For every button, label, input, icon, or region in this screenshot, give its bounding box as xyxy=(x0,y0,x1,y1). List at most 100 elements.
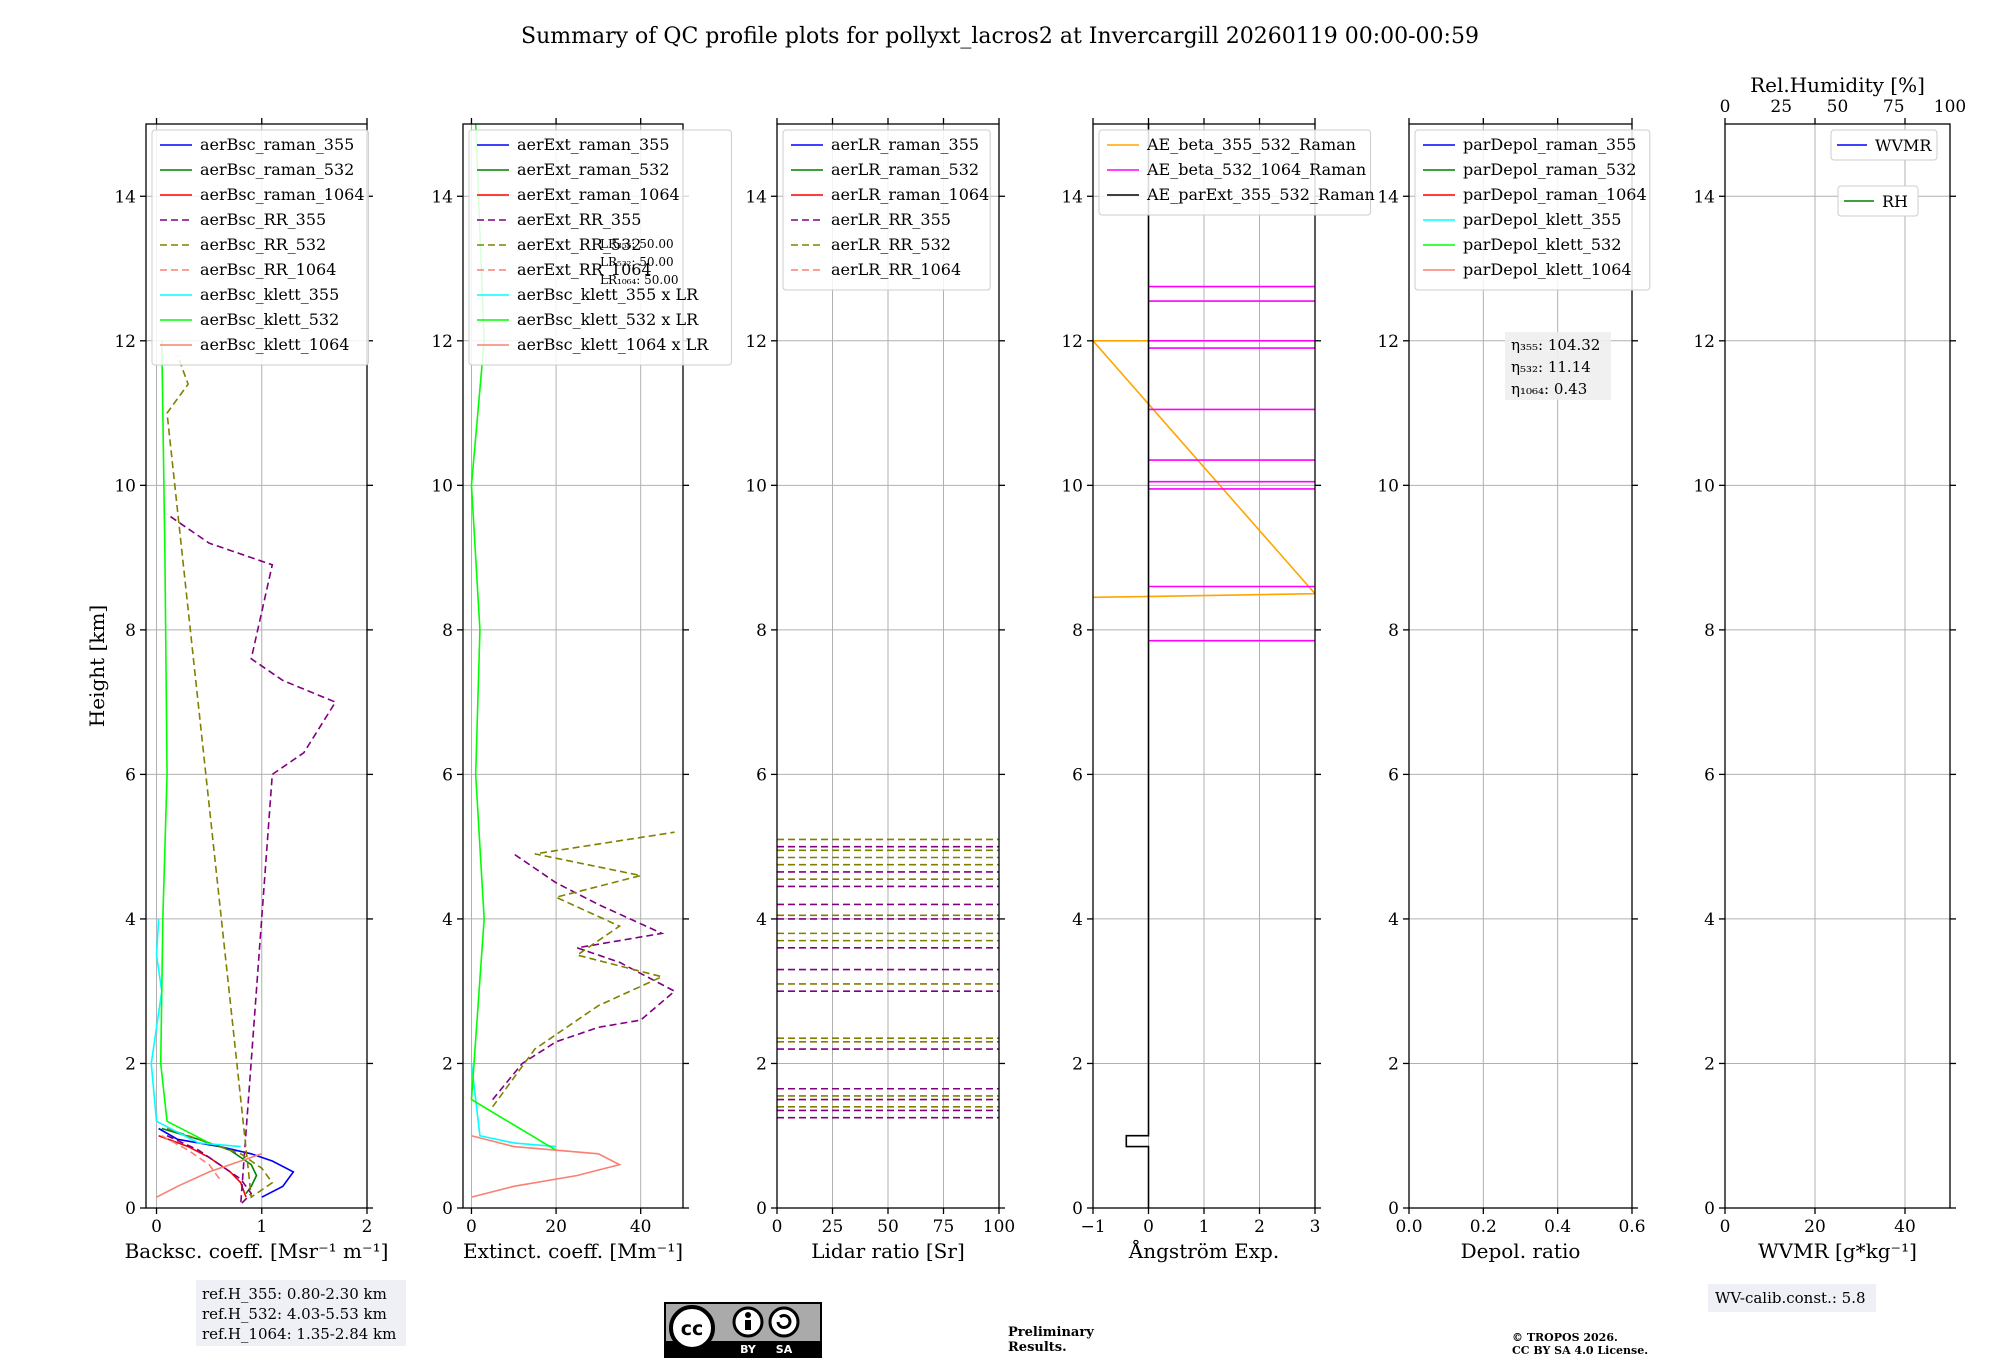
legend-entry: aerExt_RR_355 xyxy=(517,210,641,229)
ref-height-355: ref.H_355: 0.80-2.30 km xyxy=(202,1285,387,1303)
y-tick-label: 14 xyxy=(1061,187,1083,207)
panel-depol: 0 2 4 6 8 10 12 14 0.0 0.2 0.4 0.6 Depol. ratio parDe… xyxy=(1377,118,1651,1263)
x-tick-label: 0.4 xyxy=(1544,1217,1571,1237)
x-axis-label: Lidar ratio [Sr] xyxy=(811,1239,965,1263)
legend-entry: parDepol_raman_532 xyxy=(1463,160,1636,179)
y-tick-label: 4 xyxy=(442,910,453,930)
y-tick-label: 10 xyxy=(1377,476,1399,496)
legend-entry: aerLR_RR_532 xyxy=(831,235,951,254)
x-tick-label: 20 xyxy=(545,1217,567,1237)
y-tick-label: 8 xyxy=(756,621,767,641)
y-tick-label: 10 xyxy=(114,476,136,496)
preliminary-label-line2: Results. xyxy=(1008,1340,1067,1355)
axes-frame xyxy=(462,123,684,1209)
lidar-ratio-label: LR₃₅₅: 50.00 xyxy=(600,237,674,251)
x-axis-label: Backsc. coeff. [Msr⁻¹ m⁻¹] xyxy=(125,1239,389,1263)
y-tick-label: 6 xyxy=(1704,765,1715,785)
wv-calib-background xyxy=(1708,1284,1876,1312)
eta-annotation: η₁₀₆₄: 0.43 xyxy=(1511,380,1587,398)
legend-frame xyxy=(1414,129,1651,291)
by-person-body-icon xyxy=(745,1320,751,1330)
x-tick-label: 0.0 xyxy=(1395,1217,1422,1237)
y-tick-label: 10 xyxy=(745,476,767,496)
x-tick-label: −1 xyxy=(1080,1217,1105,1237)
preliminary-label-line1: Preliminary xyxy=(1008,1325,1094,1340)
y-tick-label: 14 xyxy=(1693,187,1715,207)
sa-label: SA xyxy=(776,1343,793,1356)
y-tick-label: 6 xyxy=(756,765,767,785)
legend-entry: parDepol_raman_355 xyxy=(1463,135,1636,154)
legend-entry: aerBsc_raman_1064 xyxy=(200,185,365,204)
eta-annotation: η₅₃₂: 11.14 xyxy=(1511,358,1591,376)
legend-entry: parDepol_klett_1064 xyxy=(1463,260,1632,279)
ref-height-532: ref.H_532: 4.03-5.53 km xyxy=(202,1305,387,1323)
y-tick-label: 10 xyxy=(431,476,453,496)
y-tick-label: 4 xyxy=(1704,910,1715,930)
y-tick-label: 0 xyxy=(1072,1199,1083,1219)
legend-entry: aerExt_RR_1064 xyxy=(517,260,652,279)
x-tick-label: 0.2 xyxy=(1470,1217,1497,1237)
legend-entry: aerExt_RR_532 xyxy=(517,235,641,254)
y-tick-label: 12 xyxy=(431,332,453,352)
x-tick-label: 0 xyxy=(1143,1217,1154,1237)
y-tick-label: 4 xyxy=(756,910,767,930)
x-tick-label: 0 xyxy=(466,1217,477,1237)
series-line-aerBsc_raman_355 xyxy=(158,1127,295,1198)
wv-calib-box: WV-calib.const.: 5.8 xyxy=(1708,1284,1876,1312)
lidar-ratio-label: LR₅₃₂: 50.00 xyxy=(600,255,674,269)
copyright-line1: © TROPOS 2026. xyxy=(1512,1331,1618,1344)
plot-area-bsc xyxy=(150,340,337,1207)
legend-entry: AE_beta_355_532_Raman xyxy=(1146,135,1356,154)
x-tick-label: 20 xyxy=(1804,1217,1826,1237)
legend-entry: aerLR_raman_1064 xyxy=(831,185,989,204)
y-tick-label: 8 xyxy=(125,621,136,641)
x-tick-label: 2 xyxy=(362,1217,373,1237)
plot-area-lr xyxy=(777,838,999,1119)
y-tick-label: 6 xyxy=(125,765,136,785)
y-tick-label: 10 xyxy=(1061,476,1083,496)
y-axis-label: Height [km] xyxy=(85,605,109,727)
y-tick-label: 2 xyxy=(442,1054,453,1074)
y-tick-label: 2 xyxy=(756,1054,767,1074)
legend-entry: aerLR_RR_355 xyxy=(831,210,951,229)
x-axis-label: WVMR [g*kg⁻¹] xyxy=(1758,1239,1917,1263)
series-line-AE_beta_355_532_Raman xyxy=(1093,339,1315,599)
x-tick-label: 0 xyxy=(151,1217,162,1237)
y-tick-label: 4 xyxy=(1388,910,1399,930)
x-tick-label: 3 xyxy=(1310,1217,1321,1237)
y-tick-label: 6 xyxy=(1388,765,1399,785)
legend-entry: parDepol_raman_1064 xyxy=(1463,185,1647,204)
x-tick-label: 0 xyxy=(772,1217,783,1237)
top-tick-label: 0 xyxy=(1720,97,1731,117)
by-label: BY xyxy=(740,1343,757,1356)
legend: aerBsc_raman_355 aerBsc_raman_532 aerBsc_r… xyxy=(151,129,369,366)
legend: WVMR RH xyxy=(1830,129,1938,217)
legend-frame xyxy=(468,129,732,366)
legend-entry: AE_parExt_355_532_Raman xyxy=(1146,185,1375,204)
y-tick-label: 0 xyxy=(1704,1199,1715,1219)
y-tick-label: 2 xyxy=(1388,1054,1399,1074)
series-line-aerBsc_klett_1064 xyxy=(156,1153,263,1198)
legend-entry: aerBsc_klett_532 xyxy=(200,310,339,329)
legend-entry: aerBsc_RR_532 xyxy=(200,235,326,254)
y-tick-label: 4 xyxy=(1072,910,1083,930)
x-tick-label: 50 xyxy=(877,1217,899,1237)
x-tick-label: 0 xyxy=(1720,1217,1731,1237)
y-tick-label: 12 xyxy=(114,332,136,352)
legend: aerLR_raman_355 aerLR_raman_532 aerLR_rama… xyxy=(782,129,991,291)
y-tick-label: 12 xyxy=(1061,332,1083,352)
y-tick-label: 0 xyxy=(125,1199,136,1219)
y-tick-label: 12 xyxy=(745,332,767,352)
legend-entry: aerLR_raman_532 xyxy=(831,160,979,179)
cc-logo-icon xyxy=(669,1305,715,1351)
axes-frame xyxy=(1724,123,1951,1209)
x-tick-label: 25 xyxy=(822,1217,844,1237)
y-tick-label: 8 xyxy=(1388,621,1399,641)
x-tick-label: 0.6 xyxy=(1618,1217,1645,1237)
legend-entry: aerBsc_klett_355 x LR xyxy=(517,285,699,304)
y-tick-label: 8 xyxy=(1704,621,1715,641)
x-tick-label: 2 xyxy=(1254,1217,1265,1237)
